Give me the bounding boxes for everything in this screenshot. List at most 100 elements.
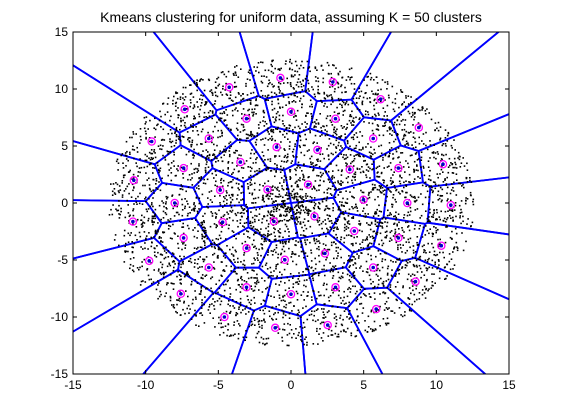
data-point <box>220 71 223 74</box>
data-point <box>404 264 407 266</box>
data-point <box>253 233 255 236</box>
data-point <box>370 146 372 148</box>
data-point <box>265 204 268 207</box>
data-point <box>282 188 285 191</box>
data-point <box>299 146 301 148</box>
data-point <box>183 302 185 304</box>
data-point <box>110 183 112 185</box>
data-point <box>126 150 128 153</box>
data-point <box>277 230 280 232</box>
data-point <box>417 169 419 172</box>
data-point <box>272 185 274 187</box>
data-point <box>326 256 328 259</box>
data-point <box>160 253 162 256</box>
data-point <box>206 116 209 119</box>
data-point <box>221 275 223 277</box>
data-point <box>355 242 357 245</box>
data-point <box>242 167 245 169</box>
data-point <box>278 304 280 306</box>
data-point <box>171 195 173 197</box>
data-point <box>389 127 391 129</box>
data-point <box>338 216 341 218</box>
data-point <box>236 220 239 222</box>
data-point <box>425 131 427 134</box>
data-point <box>366 268 369 270</box>
data-point <box>154 136 156 138</box>
data-point <box>462 249 465 252</box>
data-point <box>306 268 309 270</box>
data-point <box>263 215 266 218</box>
data-point <box>165 222 168 225</box>
data-point <box>332 134 334 137</box>
data-point <box>341 213 344 215</box>
data-point <box>453 248 455 250</box>
data-point <box>343 262 345 264</box>
data-point <box>251 243 254 246</box>
data-point <box>239 103 242 105</box>
data-point <box>145 116 148 118</box>
data-point <box>391 275 393 278</box>
voronoi-cell <box>73 64 182 166</box>
data-point <box>372 188 375 191</box>
data-point <box>167 282 169 284</box>
data-point <box>353 121 355 123</box>
data-point <box>271 254 274 256</box>
data-point <box>285 179 288 181</box>
data-point <box>153 127 155 129</box>
data-point <box>173 266 175 269</box>
data-point <box>437 259 440 261</box>
data-point <box>284 300 286 302</box>
data-point <box>398 180 401 183</box>
data-point <box>388 307 390 309</box>
data-point <box>432 246 435 249</box>
data-point <box>296 313 299 315</box>
data-point <box>362 280 365 282</box>
data-point <box>268 310 271 312</box>
data-point <box>436 253 439 256</box>
data-point <box>302 291 305 293</box>
data-point <box>127 159 129 162</box>
data-point <box>366 163 369 165</box>
data-point <box>234 108 236 111</box>
data-point <box>376 175 379 178</box>
data-point <box>221 132 223 135</box>
data-point <box>431 267 434 269</box>
data-point <box>152 223 154 226</box>
data-point <box>209 199 212 201</box>
data-point <box>369 97 371 99</box>
data-point <box>317 175 320 177</box>
data-point <box>362 270 364 272</box>
data-point <box>281 336 283 339</box>
data-point <box>331 334 334 336</box>
data-point <box>366 331 369 333</box>
data-point <box>255 158 257 161</box>
data-point <box>376 172 379 174</box>
data-point <box>132 145 134 147</box>
data-point <box>215 224 218 226</box>
data-point <box>343 205 345 207</box>
data-point <box>277 98 279 100</box>
voronoi-cell <box>346 286 487 374</box>
data-point <box>364 113 367 116</box>
data-point <box>243 162 246 165</box>
data-point <box>391 269 393 271</box>
data-point <box>232 254 235 256</box>
data-point <box>223 252 225 255</box>
data-point <box>336 228 338 230</box>
data-point <box>151 215 154 218</box>
data-point <box>341 324 344 327</box>
data-point <box>400 302 403 304</box>
data-point <box>367 213 369 215</box>
data-point <box>308 149 310 151</box>
data-point <box>398 123 401 126</box>
data-point <box>254 245 256 248</box>
data-point <box>389 162 392 164</box>
data-point <box>401 315 404 318</box>
data-point <box>269 158 272 160</box>
data-point <box>290 93 292 96</box>
data-point <box>273 231 275 234</box>
data-point <box>401 251 403 253</box>
data-point <box>168 220 171 222</box>
data-point <box>234 152 236 154</box>
centroid-marker <box>446 200 456 210</box>
